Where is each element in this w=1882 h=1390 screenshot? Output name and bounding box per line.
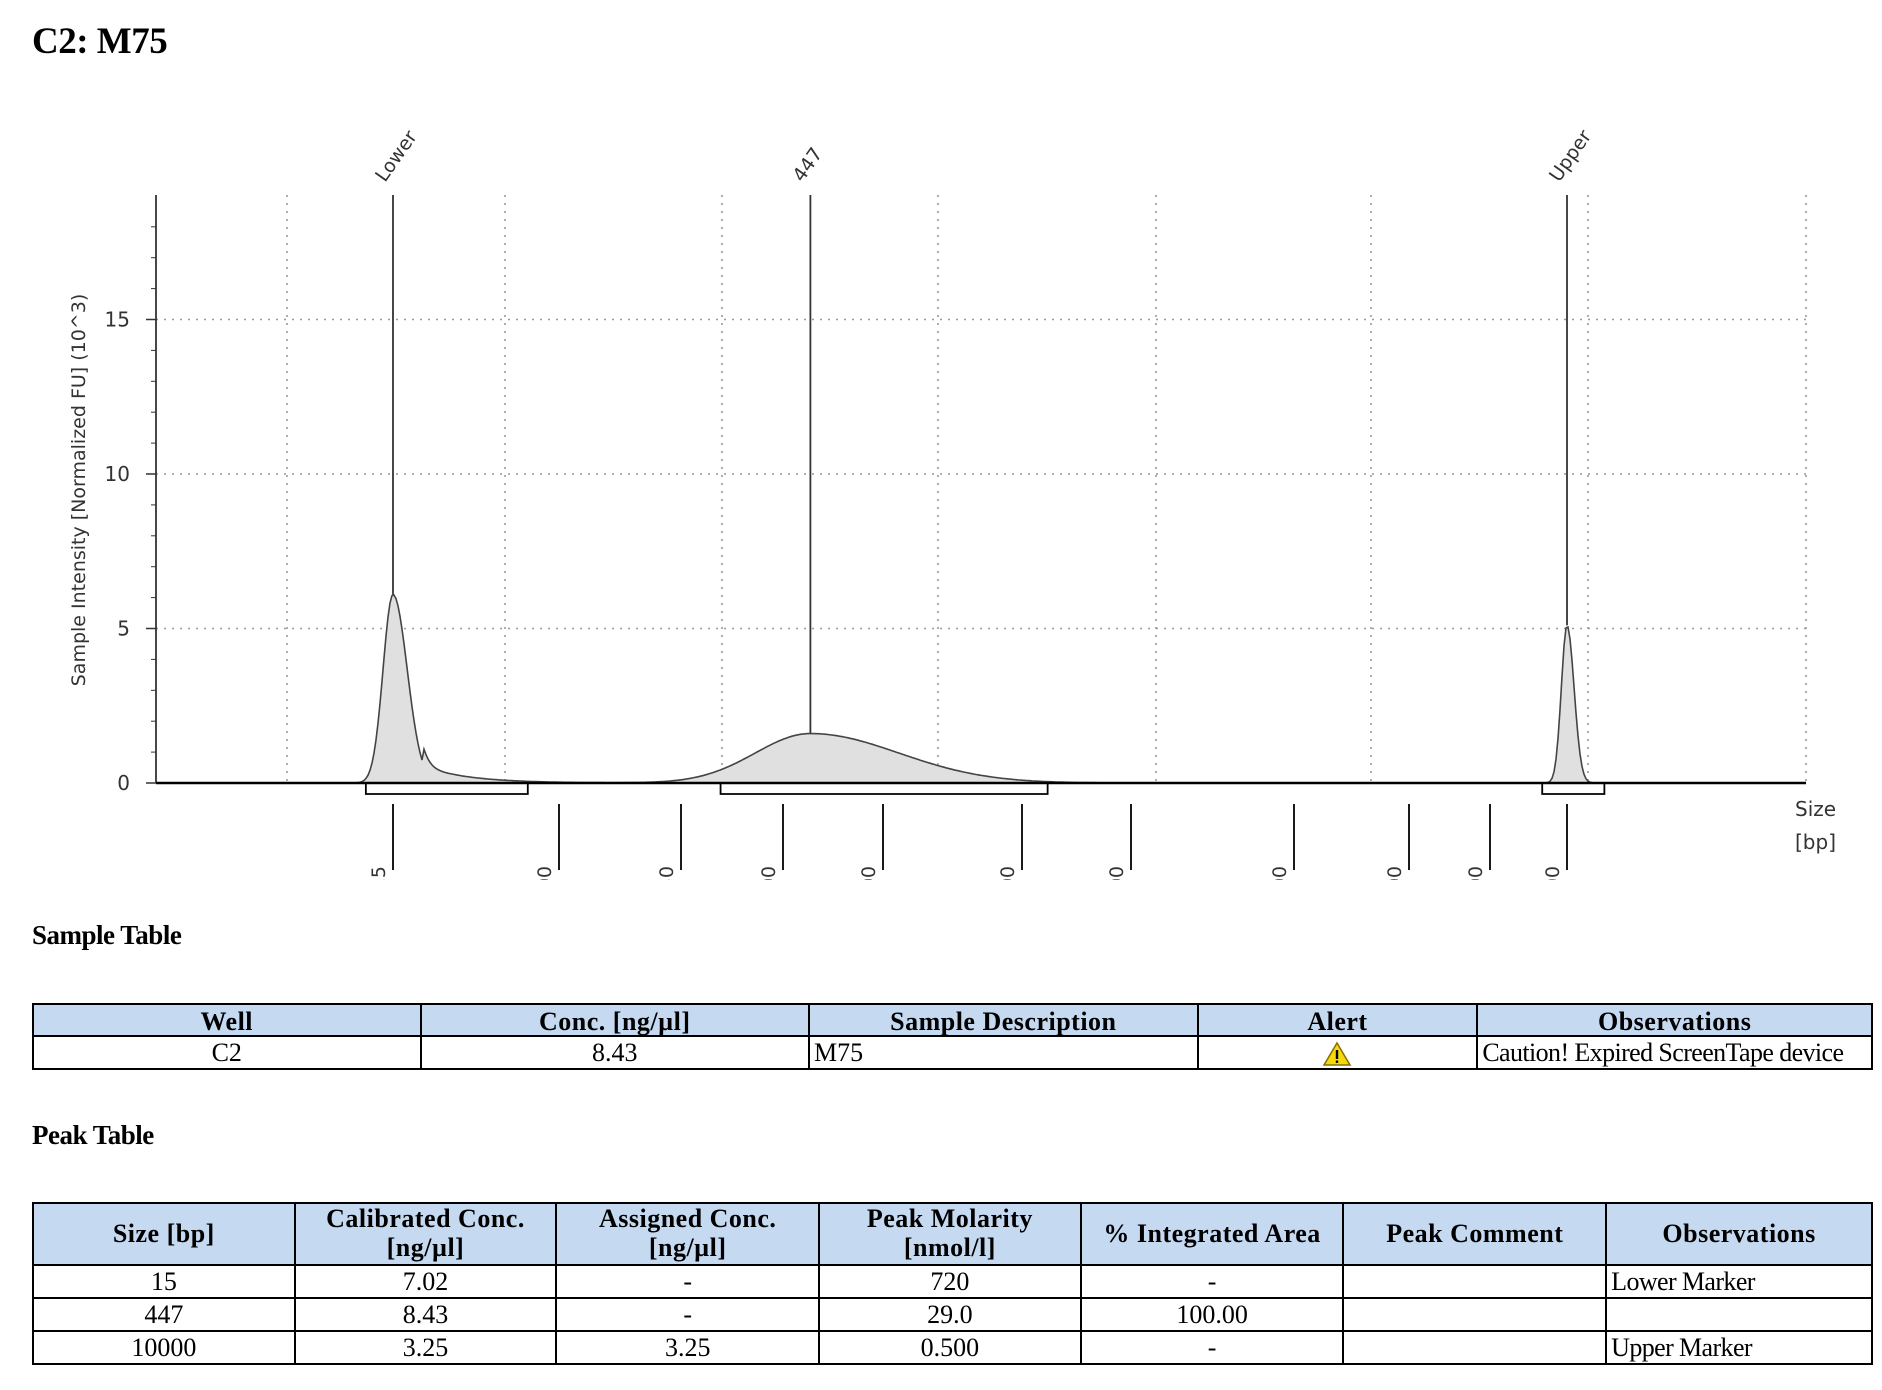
x-tick-label: 400: [758, 866, 780, 880]
header-well: Well: [32, 1003, 422, 1037]
region-bracket: [719, 783, 1049, 795]
sample-table-header: Well Conc. [ng/µl] Sample Description Al…: [32, 1003, 1873, 1037]
assigned-cell: 3.25: [555, 1330, 821, 1365]
molarity-cell: 29.0: [818, 1297, 1082, 1332]
x-axis-label-size: Size: [1795, 797, 1836, 821]
molarity-cell: 0.500: [818, 1330, 1082, 1365]
y-tick-label: 10: [105, 462, 130, 486]
header-integrated-area: % Integrated Area: [1079, 1202, 1345, 1266]
x-tick-label: 250: [656, 866, 678, 880]
y-tick-label: 15: [105, 308, 130, 332]
size-cell: 10000: [32, 1330, 296, 1365]
header-peak-molarity: Peak Molarity [nmol/l]: [818, 1202, 1082, 1266]
region-bracket: [364, 783, 529, 795]
observations-cell: Upper Marker: [1605, 1330, 1873, 1365]
x-tick-label: 100: [534, 866, 556, 880]
observations-cell: Lower Marker: [1605, 1264, 1873, 1299]
observations-cell: Caution! Expired ScreenTape device: [1476, 1035, 1873, 1070]
x-tick-label: 10000: [1542, 866, 1564, 880]
header-observations: Observations: [1605, 1202, 1873, 1266]
y-tick-label: 5: [117, 617, 130, 641]
observations-cell: [1605, 1297, 1873, 1332]
chart-axes: 0 5 10 15 15 100 250 400 600 1000 1500 2500 3500 5000…: [105, 195, 1806, 880]
y-tick-label: 0: [117, 771, 130, 795]
chart-curve: [156, 594, 1806, 795]
comment-cell: [1342, 1330, 1608, 1365]
table-row: 10000 3.25 3.25 0.500 - Upper Marker: [32, 1330, 1873, 1365]
assigned-cell: -: [555, 1264, 821, 1299]
header-peak-comment: Peak Comment: [1342, 1202, 1608, 1266]
conc-cell: 8.43: [419, 1035, 811, 1070]
header-alert: Alert: [1196, 1003, 1479, 1037]
electropherogram-chart: 0 5 10 15 15 100 250 400 600 1000 1500 2500 3500 5000…: [68, 126, 1836, 880]
x-tick-label: 15: [368, 866, 390, 880]
intensity-area: [156, 594, 1806, 784]
chart-grid: [156, 195, 1807, 783]
x-tick-label: 3500: [1384, 866, 1406, 880]
header-assigned-conc: Assigned Conc. [ng/µl]: [555, 1202, 821, 1266]
page-title: C2: M75: [32, 21, 168, 62]
calibrated-cell: 3.25: [293, 1330, 558, 1365]
calibrated-cell: 8.43: [293, 1297, 558, 1332]
molarity-cell: 720: [818, 1264, 1082, 1299]
x-tick-label: 5000: [1465, 866, 1487, 880]
sample-table-title: Sample Table: [32, 920, 182, 950]
table-row: 15 7.02 - 720 - Lower Marker: [32, 1264, 1873, 1299]
size-cell: 15: [32, 1264, 296, 1299]
x-tick-label: 1500: [1106, 866, 1128, 880]
x-tick-label: 2500: [1269, 866, 1291, 880]
header-observations: Observations: [1476, 1003, 1873, 1037]
peak-table: Size [bp] Calibrated Conc. [ng/µl] Assign…: [32, 1202, 1873, 1365]
peak-table-title: Peak Table: [32, 1120, 154, 1150]
peak-label: 447: [788, 144, 827, 186]
warning-icon: [1323, 1041, 1352, 1066]
comment-cell: [1342, 1297, 1608, 1332]
header-conc: Conc. [ng/µl]: [419, 1003, 811, 1037]
size-cell: 447: [32, 1297, 296, 1332]
x-axis-label-unit: [bp]: [1795, 830, 1836, 854]
x-tick-label: 600: [858, 866, 880, 880]
table-row: C2 8.43 M75 Caution! Expired ScreenTape …: [32, 1035, 1873, 1070]
comment-cell: [1342, 1264, 1608, 1299]
header-size: Size [bp]: [32, 1202, 296, 1266]
assigned-cell: -: [555, 1297, 821, 1332]
area-cell: -: [1079, 1330, 1345, 1365]
x-tick-label: 1000: [997, 866, 1019, 880]
area-cell: -: [1079, 1264, 1345, 1299]
calibrated-cell: 7.02: [293, 1264, 558, 1299]
peak-label: Upper: [1545, 126, 1596, 186]
region-bracket: [1541, 783, 1606, 795]
area-cell: 100.00: [1079, 1297, 1345, 1332]
chart-peaks: Lower 447 Upper: [371, 126, 1596, 734]
description-cell: M75: [808, 1035, 1199, 1070]
table-row: 447 8.43 - 29.0 100.00: [32, 1297, 1873, 1332]
header-calibrated-conc: Calibrated Conc. [ng/µl]: [293, 1202, 558, 1266]
peak-label: Lower: [371, 126, 422, 185]
well-cell: C2: [32, 1035, 422, 1070]
header-description: Sample Description: [808, 1003, 1199, 1037]
alert-cell: [1196, 1035, 1479, 1070]
peak-table-header: Size [bp] Calibrated Conc. [ng/µl] Assign…: [32, 1202, 1873, 1266]
sample-table: Well Conc. [ng/µl] Sample Description Al…: [32, 1003, 1873, 1070]
y-axis-label: Sample Intensity [Normalized FU] (10^3): [68, 294, 90, 687]
